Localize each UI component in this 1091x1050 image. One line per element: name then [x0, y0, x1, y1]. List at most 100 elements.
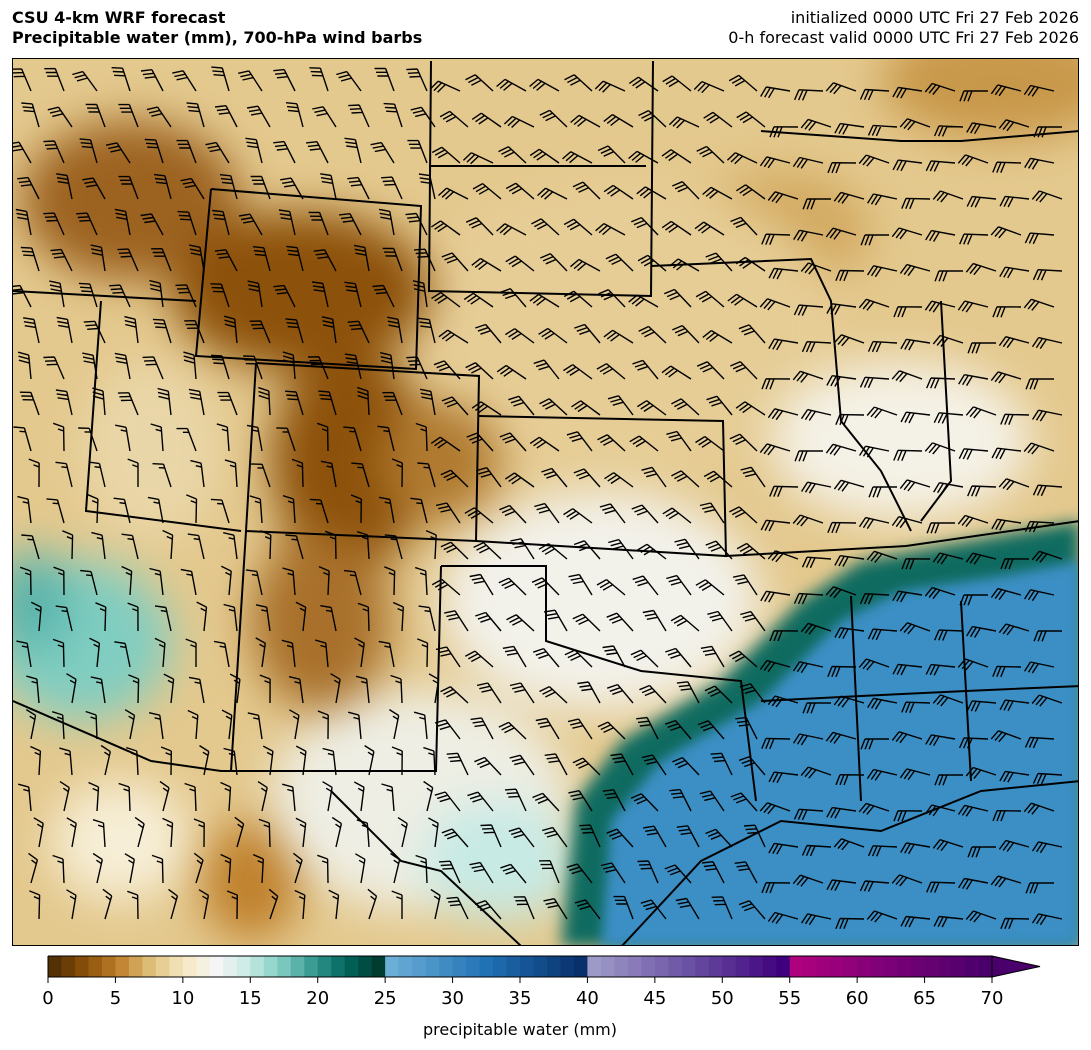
wind-barb	[835, 269, 865, 282]
wind-barb	[932, 334, 964, 348]
wind-barb	[793, 229, 824, 242]
wind-barb	[990, 226, 1022, 239]
wind-barb	[347, 176, 370, 200]
wind-barb	[924, 82, 956, 95]
colorbar-bin	[546, 956, 561, 977]
wind-barb	[732, 574, 758, 596]
wind-barb	[967, 342, 997, 354]
wind-barb	[959, 233, 989, 245]
wind-barb	[661, 149, 692, 164]
wind-barb	[59, 781, 70, 812]
wind-barb	[629, 435, 659, 452]
wind-barb	[825, 227, 857, 240]
wind-barb	[835, 774, 865, 786]
colorbar-bin	[924, 956, 939, 977]
wind-barb	[866, 910, 898, 923]
colorbar-bin	[654, 956, 669, 977]
wind-barb	[295, 745, 307, 776]
wind-barb	[510, 538, 535, 560]
colorbar-bin	[142, 956, 157, 977]
colorbar-bin	[196, 956, 211, 977]
wind-barb	[802, 198, 831, 210]
wind-barb	[891, 227, 923, 240]
wind-barb	[630, 793, 659, 812]
wind-barb	[177, 210, 197, 236]
wind-barb	[66, 889, 77, 920]
wind-barb	[1023, 802, 1055, 815]
wind-barb	[670, 614, 700, 632]
wind-barb	[1000, 413, 1030, 425]
wind-barb	[276, 427, 296, 452]
wind-barb	[1023, 298, 1055, 311]
wind-barb	[249, 320, 271, 344]
wind-barb	[435, 502, 461, 524]
wind-barb	[568, 790, 593, 812]
wind-barb	[607, 395, 634, 416]
wind-barb	[767, 408, 799, 421]
wind-barb	[378, 496, 395, 524]
wind-barb	[594, 80, 626, 93]
wind-barb	[66, 673, 77, 704]
wind-barb	[998, 623, 1030, 636]
wind-barb	[56, 316, 73, 344]
wind-barb	[705, 828, 733, 848]
wind-barb	[324, 530, 337, 560]
wind-barb	[957, 514, 989, 528]
wind-barb	[92, 819, 106, 848]
wind-barb	[859, 593, 890, 605]
wind-barb	[502, 645, 527, 668]
wind-barb	[834, 555, 865, 567]
colorbar-bin	[439, 956, 454, 977]
wind-barb	[246, 105, 271, 128]
colorbar-bin	[344, 956, 359, 977]
wind-barb	[567, 718, 593, 740]
colorbar-bin	[816, 956, 831, 977]
wind-barb	[105, 142, 131, 164]
wind-barb	[636, 186, 667, 200]
wind-barb	[539, 860, 560, 884]
wind-barb	[273, 284, 296, 308]
wind-barb	[498, 146, 527, 164]
wind-barb	[118, 175, 139, 200]
wind-barb	[391, 890, 403, 919]
wind-barb	[193, 852, 204, 884]
wind-barb	[543, 898, 568, 920]
wind-barb	[15, 208, 32, 236]
wind-barb	[899, 263, 931, 277]
wind-barb	[606, 612, 634, 632]
wind-barb	[474, 756, 502, 776]
wind-barb	[350, 494, 362, 524]
wind-barb	[180, 568, 197, 596]
wind-barb	[382, 247, 403, 272]
colorbar-bin	[385, 956, 400, 977]
wind-barb	[574, 323, 601, 344]
wind-barb	[216, 423, 230, 452]
wind-barb	[662, 75, 692, 92]
wind-barb	[59, 747, 73, 776]
colorbar-bin	[803, 956, 818, 977]
wind-barb	[632, 359, 659, 380]
wind-barb	[965, 766, 997, 779]
wind-barb	[357, 602, 370, 632]
wind-barb	[740, 610, 766, 632]
wind-barb	[736, 111, 766, 128]
wind-barb	[252, 853, 264, 884]
wind-barb	[892, 590, 923, 603]
wind-barb	[672, 181, 700, 200]
wind-barb	[496, 364, 527, 380]
wind-barb	[19, 391, 40, 416]
wind-barb	[959, 594, 989, 606]
wind-barb	[892, 86, 923, 99]
wind-barb	[738, 756, 766, 776]
wind-barb	[572, 181, 601, 200]
wind-barb	[695, 290, 725, 308]
wind-barb	[669, 258, 700, 272]
wind-barb	[249, 495, 263, 524]
wind-barb	[700, 645, 725, 668]
wind-barb	[728, 74, 758, 92]
wind-barb	[738, 324, 766, 344]
colorbar-tick-label: 70	[980, 988, 1004, 1009]
wind-barb	[423, 746, 436, 776]
wind-barb	[162, 529, 174, 560]
wind-barb	[734, 861, 758, 884]
